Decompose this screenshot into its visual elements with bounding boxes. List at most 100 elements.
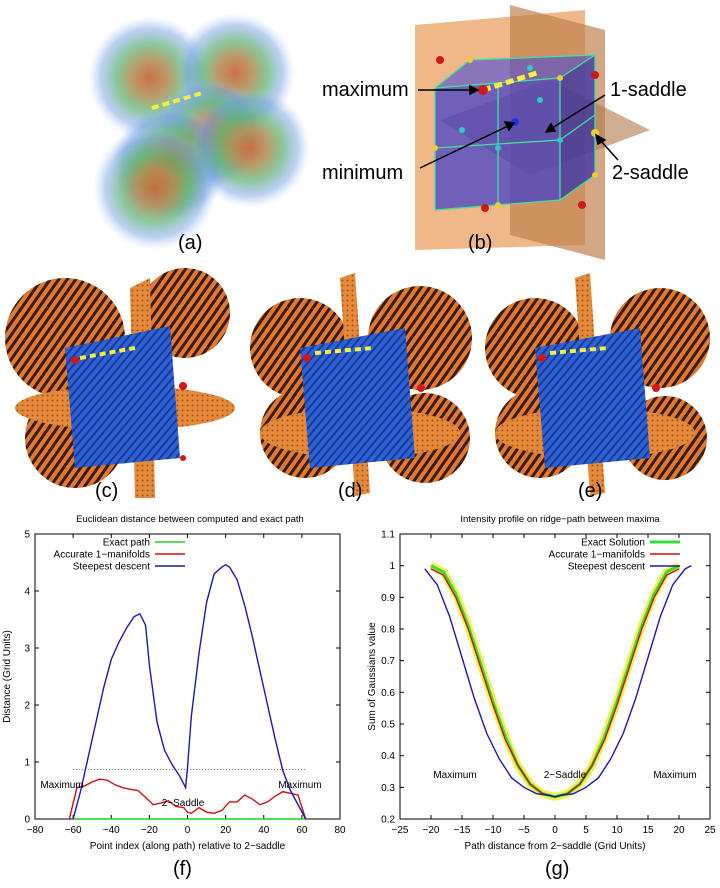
annotation-maximum: maximum bbox=[322, 79, 409, 101]
legend-label: Accurate 1−manifolds bbox=[54, 550, 150, 561]
saddle-2-point bbox=[592, 172, 598, 178]
chart-annotation: 2−Saddle bbox=[162, 798, 205, 809]
y-tick-label: 0 bbox=[24, 815, 30, 826]
series-line bbox=[430, 568, 680, 798]
panel-label-b: (b) bbox=[468, 232, 493, 254]
series-line bbox=[430, 564, 680, 799]
y-tick-label: 1.1 bbox=[381, 530, 395, 541]
y-tick-label: 1 bbox=[24, 758, 30, 769]
annotation-1-saddle: 1-saddle bbox=[610, 79, 687, 101]
annotation-minimum: minimum bbox=[322, 162, 404, 184]
panel-label-c: (c) bbox=[95, 480, 119, 502]
x-tick-label: 20 bbox=[220, 825, 232, 836]
panel-label-d: (d) bbox=[338, 480, 363, 502]
saddle-1-point bbox=[557, 137, 563, 143]
saddle-2-point bbox=[432, 145, 438, 151]
chart-g-intensity: −25 −20 −15 −10 −5 0 5 10 15 20 25 0.2 0.3 0.4 0.5 0.6 0… bbox=[367, 530, 716, 853]
x-tick-label: −5 bbox=[518, 825, 530, 836]
x-tick-label: 80 bbox=[334, 825, 346, 836]
series-line bbox=[424, 565, 692, 798]
y-tick-label: 0.4 bbox=[381, 751, 395, 762]
x-tick-label: −40 bbox=[103, 825, 120, 836]
cube-edges bbox=[434, 54, 598, 211]
x-tick-label: 60 bbox=[296, 825, 308, 836]
y-tick-label: 3 bbox=[24, 644, 30, 655]
x-tick-label: −20 bbox=[423, 825, 440, 836]
y-tick-label: 5 bbox=[24, 530, 30, 541]
panel-label-a: (a) bbox=[178, 232, 203, 254]
y-tick-label: 0.3 bbox=[381, 783, 395, 794]
y-tick-label: 0.5 bbox=[381, 720, 395, 731]
saddle-1-point bbox=[527, 65, 533, 71]
x-tick-label: −60 bbox=[65, 825, 82, 836]
series-highlight bbox=[429, 562, 681, 801]
panel-b-critical-cube bbox=[415, 5, 650, 260]
panel-e-rendering bbox=[485, 273, 710, 496]
maximum-point bbox=[481, 204, 489, 212]
panel-d-rendering bbox=[250, 273, 472, 496]
y-axis-label: Sum of Gaussians value bbox=[367, 622, 378, 731]
x-axis-label: Point index (along path) relative to 2−s… bbox=[90, 841, 286, 852]
chart-annotation: Maximum bbox=[433, 770, 476, 781]
y-tick-label: 0.2 bbox=[381, 815, 395, 826]
x-tick-label: 0 bbox=[185, 825, 191, 836]
x-tick-label: 25 bbox=[704, 825, 716, 836]
saddle-2-point bbox=[557, 75, 563, 81]
y-tick-label: 2 bbox=[24, 701, 30, 712]
cube-top bbox=[435, 55, 595, 88]
legend-label: Exact path bbox=[103, 538, 150, 549]
x-axis-label: Path distance from 2−saddle (Grid Units) bbox=[465, 841, 646, 852]
maximum-point bbox=[578, 201, 586, 209]
y-tick-label: 4 bbox=[24, 587, 30, 598]
x-tick-label: −10 bbox=[485, 825, 502, 836]
panel-label-g: (g) bbox=[545, 858, 570, 880]
ridge-path bbox=[482, 69, 541, 93]
x-tick-label: −25 bbox=[392, 825, 409, 836]
chart-annotation: Maximum bbox=[278, 780, 321, 791]
legend-label: Exact Solution bbox=[581, 538, 645, 549]
ridge-path bbox=[151, 91, 203, 110]
x-tick-label: −15 bbox=[454, 825, 471, 836]
x-tick-label: 40 bbox=[258, 825, 270, 836]
y-tick-label: 0.7 bbox=[381, 656, 395, 667]
y-tick-label: 0.6 bbox=[381, 688, 395, 699]
maximum-point bbox=[591, 71, 599, 79]
panel-c-rendering bbox=[5, 268, 235, 498]
x-tick-label: −80 bbox=[27, 825, 44, 836]
y-axis-label: Distance (Grid Units) bbox=[2, 630, 13, 723]
legend-label: Steepest descent bbox=[568, 562, 645, 573]
legend-label: Accurate 1−manifolds bbox=[549, 550, 645, 561]
chart-f-title: Euclidean distance between computed and … bbox=[76, 514, 304, 525]
chart-f-distance: −80 −60 −40 −20 0 20 40 60 80 0 1 2 3 4 5 Point index (… bbox=[2, 530, 346, 853]
maximum-point bbox=[436, 56, 444, 64]
chart-g-title: Intensity profile on ridge−path between … bbox=[460, 514, 660, 525]
x-tick-label: −20 bbox=[141, 825, 158, 836]
series-line bbox=[72, 563, 307, 820]
saddle-2-point bbox=[495, 202, 501, 208]
chart-annotation: Maximum bbox=[653, 770, 696, 781]
annotation-2-saddle: 2-saddle bbox=[612, 162, 689, 184]
x-tick-label: 0 bbox=[552, 825, 558, 836]
y-tick-label: 0.9 bbox=[381, 593, 395, 604]
panel-label-f: (f) bbox=[173, 858, 192, 880]
maximum-point bbox=[478, 85, 488, 95]
saddle-2-point bbox=[467, 57, 473, 63]
series-line bbox=[68, 778, 307, 820]
chart-annotation: 2−Saddle bbox=[544, 770, 587, 781]
x-tick-label: 20 bbox=[673, 825, 685, 836]
blob bbox=[190, 88, 310, 208]
legend-label: Steepest descent bbox=[73, 562, 150, 573]
x-tick-label: 10 bbox=[611, 825, 623, 836]
plot-frame bbox=[34, 533, 341, 820]
y-tick-label: 0.8 bbox=[381, 625, 395, 636]
blob bbox=[93, 126, 217, 250]
panel-label-e: (e) bbox=[578, 480, 603, 502]
saddle-1-point bbox=[459, 127, 465, 133]
saddle-1-point bbox=[495, 145, 501, 151]
saddle-1-point bbox=[537, 97, 543, 103]
chart-annotation: Maximum bbox=[40, 780, 83, 791]
y-tick-label: 1 bbox=[389, 561, 395, 572]
annotation-arrows bbox=[418, 84, 619, 169]
x-tick-label: 5 bbox=[583, 825, 589, 836]
x-tick-label: 15 bbox=[642, 825, 654, 836]
